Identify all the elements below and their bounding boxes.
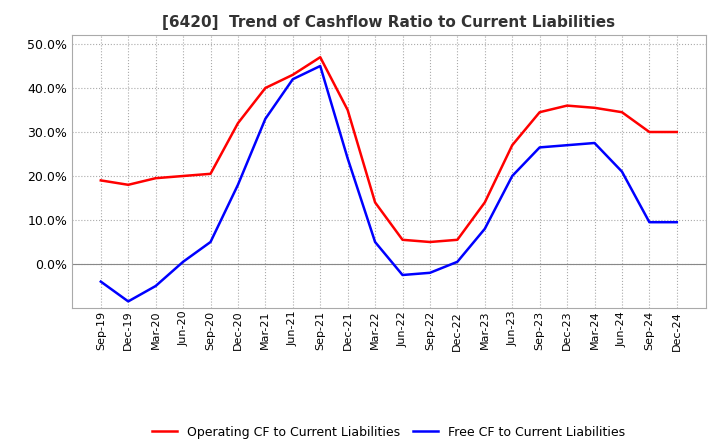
Line: Operating CF to Current Liabilities: Operating CF to Current Liabilities (101, 57, 677, 242)
Free CF to Current Liabilities (426, 270, 434, 275)
Free CF to Current Liabilities (536, 145, 544, 150)
Free CF to Current Liabilities (398, 272, 407, 278)
Operating CF to Current Liabilities (289, 72, 297, 77)
Operating CF to Current Liabilities (96, 178, 105, 183)
Free CF to Current Liabilities (453, 259, 462, 264)
Free CF to Current Liabilities (289, 77, 297, 82)
Free CF to Current Liabilities (96, 279, 105, 284)
Operating CF to Current Liabilities (536, 110, 544, 115)
Operating CF to Current Liabilities (233, 121, 242, 126)
Operating CF to Current Liabilities (590, 105, 599, 110)
Free CF to Current Liabilities (508, 173, 516, 179)
Operating CF to Current Liabilities (151, 176, 160, 181)
Operating CF to Current Liabilities (261, 85, 270, 91)
Free CF to Current Liabilities (343, 156, 352, 161)
Title: [6420]  Trend of Cashflow Ratio to Current Liabilities: [6420] Trend of Cashflow Ratio to Curren… (162, 15, 616, 30)
Free CF to Current Liabilities (480, 226, 489, 231)
Operating CF to Current Liabilities (343, 107, 352, 113)
Free CF to Current Liabilities (151, 283, 160, 289)
Operating CF to Current Liabilities (453, 237, 462, 242)
Legend: Operating CF to Current Liabilities, Free CF to Current Liabilities: Operating CF to Current Liabilities, Fre… (148, 421, 630, 440)
Operating CF to Current Liabilities (124, 182, 132, 187)
Operating CF to Current Liabilities (179, 173, 187, 179)
Free CF to Current Liabilities (124, 299, 132, 304)
Free CF to Current Liabilities (618, 169, 626, 174)
Free CF to Current Liabilities (233, 182, 242, 187)
Free CF to Current Liabilities (645, 220, 654, 225)
Operating CF to Current Liabilities (206, 171, 215, 176)
Operating CF to Current Liabilities (672, 129, 681, 135)
Operating CF to Current Liabilities (371, 200, 379, 205)
Free CF to Current Liabilities (563, 143, 572, 148)
Free CF to Current Liabilities (672, 220, 681, 225)
Operating CF to Current Liabilities (508, 143, 516, 148)
Operating CF to Current Liabilities (398, 237, 407, 242)
Line: Free CF to Current Liabilities: Free CF to Current Liabilities (101, 66, 677, 301)
Free CF to Current Liabilities (261, 116, 270, 121)
Operating CF to Current Liabilities (426, 239, 434, 245)
Free CF to Current Liabilities (590, 140, 599, 146)
Operating CF to Current Liabilities (480, 200, 489, 205)
Free CF to Current Liabilities (371, 239, 379, 245)
Operating CF to Current Liabilities (618, 110, 626, 115)
Free CF to Current Liabilities (316, 63, 325, 69)
Operating CF to Current Liabilities (316, 55, 325, 60)
Free CF to Current Liabilities (206, 239, 215, 245)
Free CF to Current Liabilities (179, 259, 187, 264)
Operating CF to Current Liabilities (645, 129, 654, 135)
Operating CF to Current Liabilities (563, 103, 572, 108)
